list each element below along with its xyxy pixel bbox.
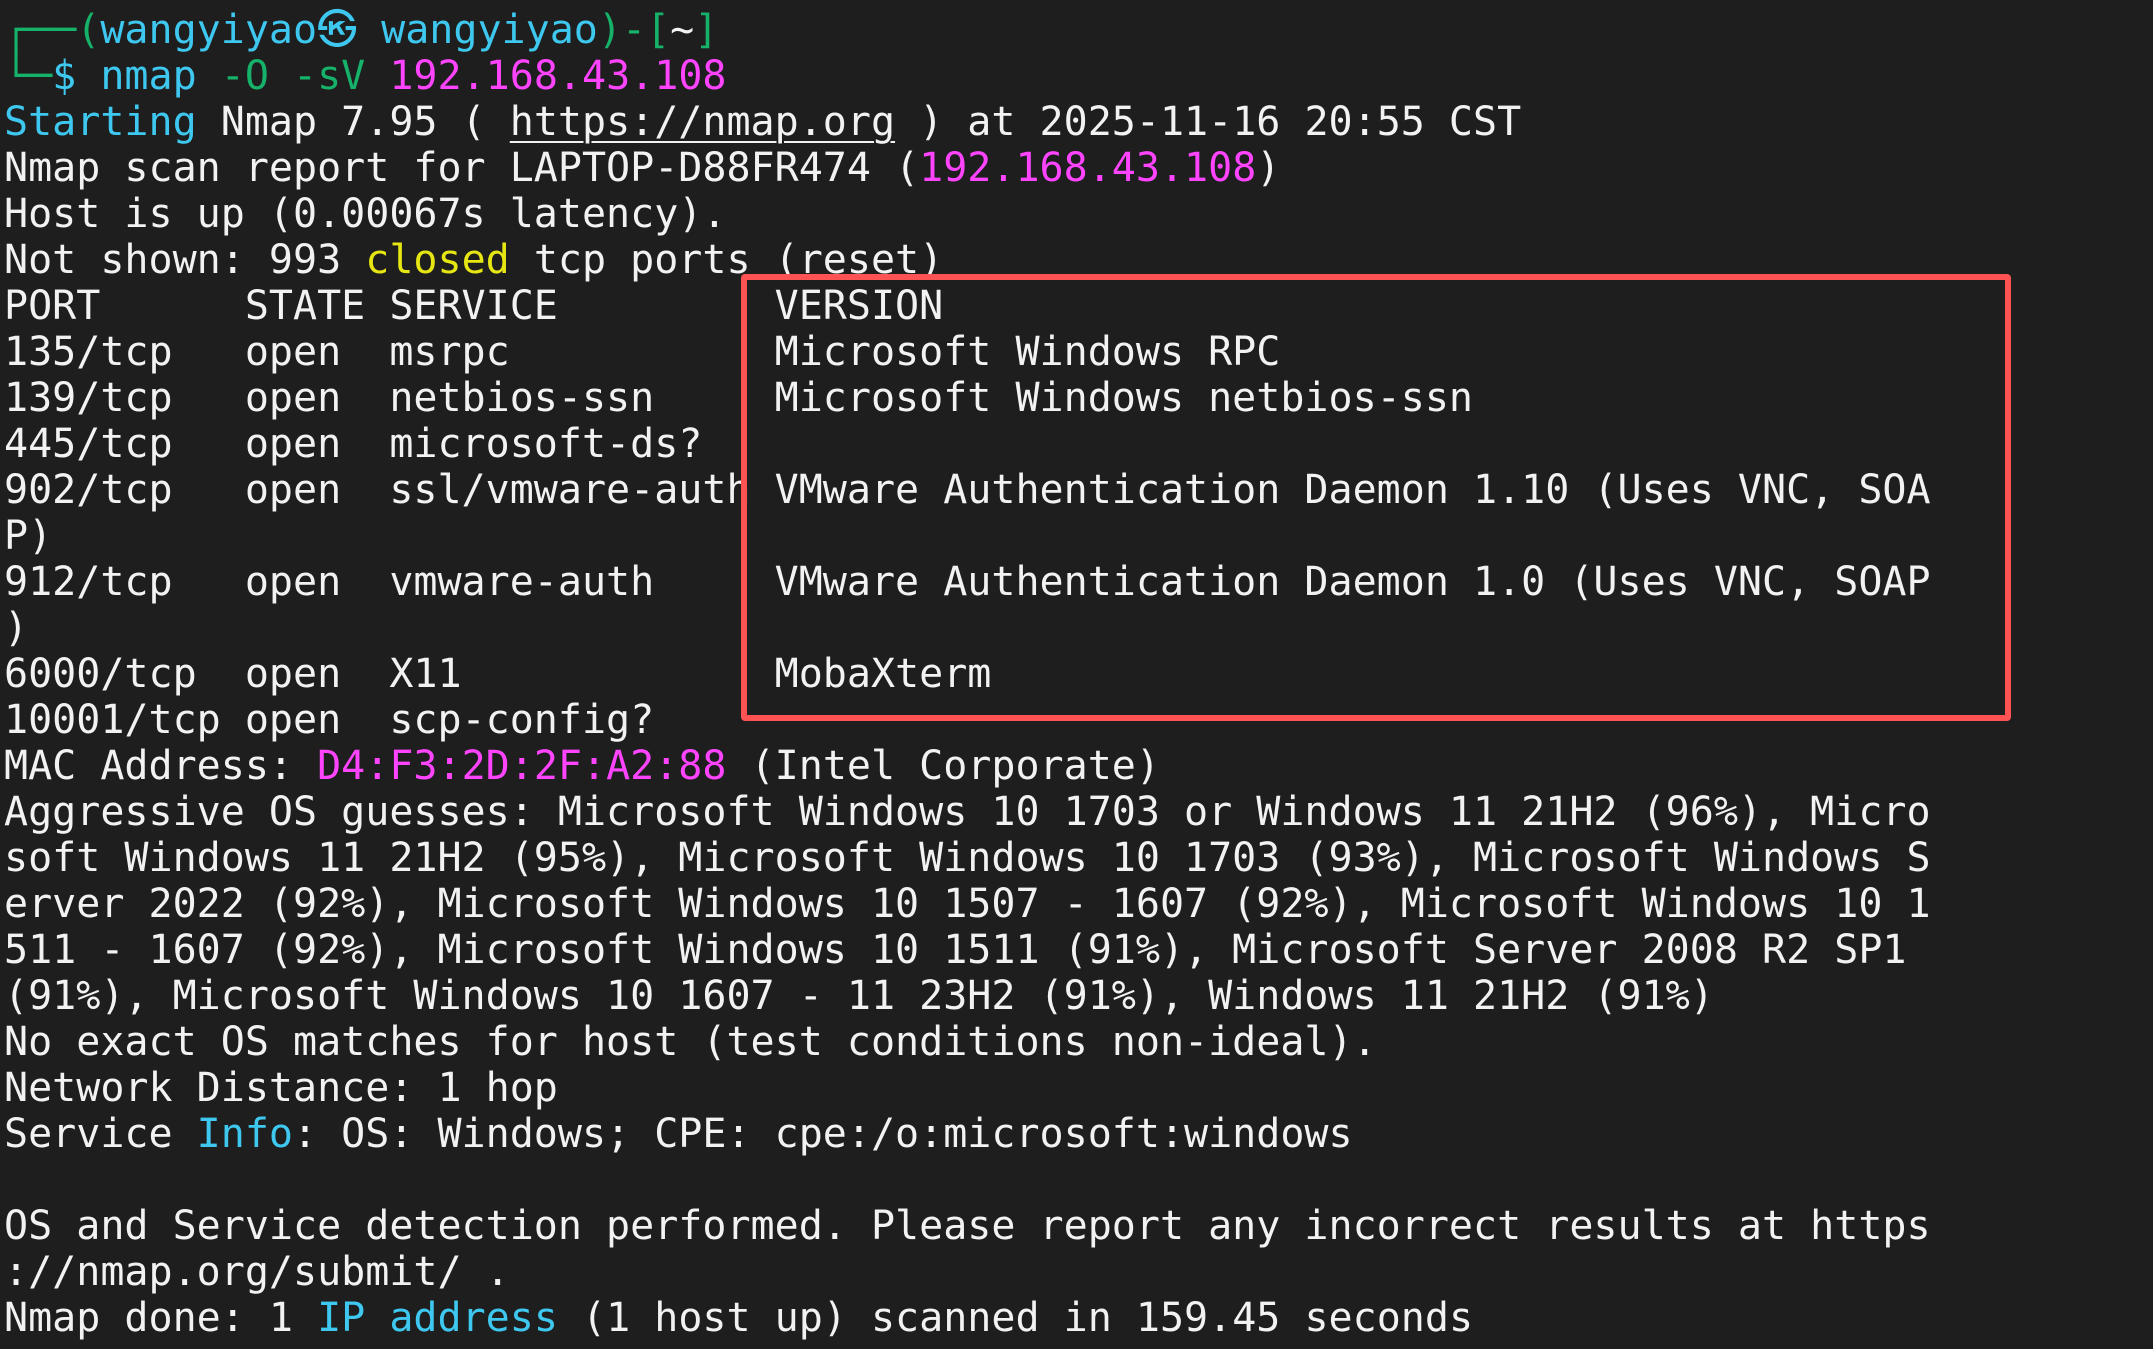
text-segment: IP address [317, 1295, 558, 1341]
terminal-output[interactable]: ┌──(wangyiyao㉿ wangyiyao)-[~] └─$ nmap -O… [4, 7, 1931, 1341]
output-line: No exact OS matches for host (test condi… [4, 1019, 1931, 1065]
output-line: 6000/tcp open X11 MobaXterm [4, 651, 1931, 697]
text-segment: wangyiyao㉿ wangyiyao [100, 7, 598, 53]
text-segment: 6000/tcp open X11 MobaXterm [4, 651, 992, 697]
output-line: ://nmap.org/submit/ . [4, 1249, 1931, 1295]
output-line: Host is up (0.00067s latency). [4, 191, 1931, 237]
text-segment: (1 host up) scanned in 159.45 seconds [557, 1295, 1474, 1341]
text-segment: ) [1256, 145, 1281, 191]
output-line: PORT STATE SERVICE VERSION [4, 283, 1931, 329]
text-segment: closed [365, 237, 510, 283]
output-line: 10001/tcp open scp-config? [4, 697, 1931, 743]
output-line: 902/tcp open ssl/vmware-auth VMware Auth… [4, 467, 1931, 513]
prompt-line: ┌──(wangyiyao㉿ wangyiyao)-[~] [4, 7, 1931, 53]
output-line: P) [4, 513, 1931, 559]
text-segment: 192.168.43.108 [919, 145, 1257, 191]
output-line: 135/tcp open msrpc Microsoft Windows RPC [4, 329, 1931, 375]
output-line: Service Info: OS: Windows; CPE: cpe:/o:m… [4, 1111, 1931, 1157]
output-line: Nmap scan report for LAPTOP-D88FR474 (19… [4, 145, 1931, 191]
text-segment: erver 2022 (92%), Microsoft Windows 10 1… [4, 881, 1931, 927]
text-segment: ] [694, 7, 719, 53]
output-line: Network Distance: 1 hop [4, 1065, 1931, 1111]
prompt-line: └─$ nmap -O -sV 192.168.43.108 [4, 53, 1931, 99]
output-line: MAC Address: D4:F3:2D:2F:A2:88 (Intel Co… [4, 743, 1931, 789]
output-line: erver 2022 (92%), Microsoft Windows 10 1… [4, 881, 1931, 927]
text-segment: OS and Service detection performed. Plea… [4, 1203, 1931, 1249]
text-segment: Nmap scan report for LAPTOP-D88FR474 ( [4, 145, 920, 191]
text-segment: D4:F3:2D:2F:A2:88 [317, 743, 727, 789]
output-line: 511 - 1607 (92%), Microsoft Windows 10 1… [4, 927, 1931, 973]
text-segment: MAC Address: [4, 743, 318, 789]
text-segment: ) [4, 605, 29, 651]
output-line: ) [4, 605, 1931, 651]
text-segment: Aggressive OS guesses: Microsoft Windows… [4, 789, 1931, 835]
output-line: Not shown: 993 closed tcp ports (reset) [4, 237, 1931, 283]
text-segment: (Intel Corporate) [726, 743, 1160, 789]
output-line: Nmap done: 1 IP address (1 host up) scan… [4, 1295, 1931, 1341]
text-segment: : OS: Windows; CPE: cpe:/o:microsoft:win… [292, 1111, 1353, 1157]
text-segment: 511 - 1607 (92%), Microsoft Windows 10 1… [4, 927, 1907, 973]
text-segment: Nmap 7.95 ( [196, 99, 510, 145]
output-line: OS and Service detection performed. Plea… [4, 1203, 1931, 1249]
text-segment: $ nmap [52, 53, 221, 99]
text-segment: Starting [4, 99, 197, 145]
output-line: soft Windows 11 21H2 (95%), Microsoft Wi… [4, 835, 1931, 881]
text-segment: 139/tcp open netbios-ssn Microsoft Windo… [4, 375, 1474, 421]
text-segment: (91%), Microsoft Windows 10 1607 - 11 23… [4, 973, 1714, 1019]
text-segment: Nmap done: 1 [4, 1295, 318, 1341]
text-segment: soft Windows 11 21H2 (95%), Microsoft Wi… [4, 835, 1931, 881]
text-segment: ┌──( [4, 7, 101, 53]
text-segment: ://nmap.org/submit/ . [4, 1249, 510, 1295]
text-segment: └─ [4, 53, 53, 99]
text-segment: Not shown: 993 [4, 237, 366, 283]
text-segment: PORT STATE SERVICE VERSION [4, 283, 944, 329]
text-segment: ~ [670, 7, 695, 53]
text-segment: 135/tcp open msrpc Microsoft Windows RPC [4, 329, 1281, 375]
output-line: 139/tcp open netbios-ssn Microsoft Windo… [4, 375, 1931, 421]
text-segment: 445/tcp open microsoft-ds? [4, 421, 703, 467]
text-segment: ) at 2025-11-16 20:55 CST [895, 99, 1522, 145]
text-segment: Info [196, 1111, 293, 1157]
text-segment: 902/tcp open ssl/vmware-auth VMware Auth… [4, 467, 1931, 513]
output-line: 445/tcp open microsoft-ds? [4, 421, 1931, 467]
text-segment: 912/tcp open vmware-auth VMware Authenti… [4, 559, 1931, 605]
output-line: (91%), Microsoft Windows 10 1607 - 11 23… [4, 973, 1931, 1019]
text-segment: Service [4, 1111, 197, 1157]
text-segment: No exact OS matches for host (test condi… [4, 1019, 1377, 1065]
text-segment: P) [4, 513, 53, 559]
output-line: 912/tcp open vmware-auth VMware Authenti… [4, 559, 1931, 605]
output-line: Aggressive OS guesses: Microsoft Windows… [4, 789, 1931, 835]
text-segment: 192.168.43.108 [389, 53, 727, 99]
output-line [4, 1157, 1931, 1203]
text-segment: -O -sV [220, 53, 390, 99]
output-line: Starting Nmap 7.95 ( https://nmap.org ) … [4, 99, 1931, 145]
text-segment: Host is up (0.00067s latency). [4, 191, 727, 237]
text-segment: 10001/tcp open scp-config? [4, 697, 655, 743]
text-segment: tcp ports (reset) [509, 237, 944, 283]
url-link[interactable]: https://nmap.org [509, 99, 896, 145]
text-segment: )-[ [597, 7, 671, 53]
text-segment: Network Distance: 1 hop [4, 1065, 558, 1111]
